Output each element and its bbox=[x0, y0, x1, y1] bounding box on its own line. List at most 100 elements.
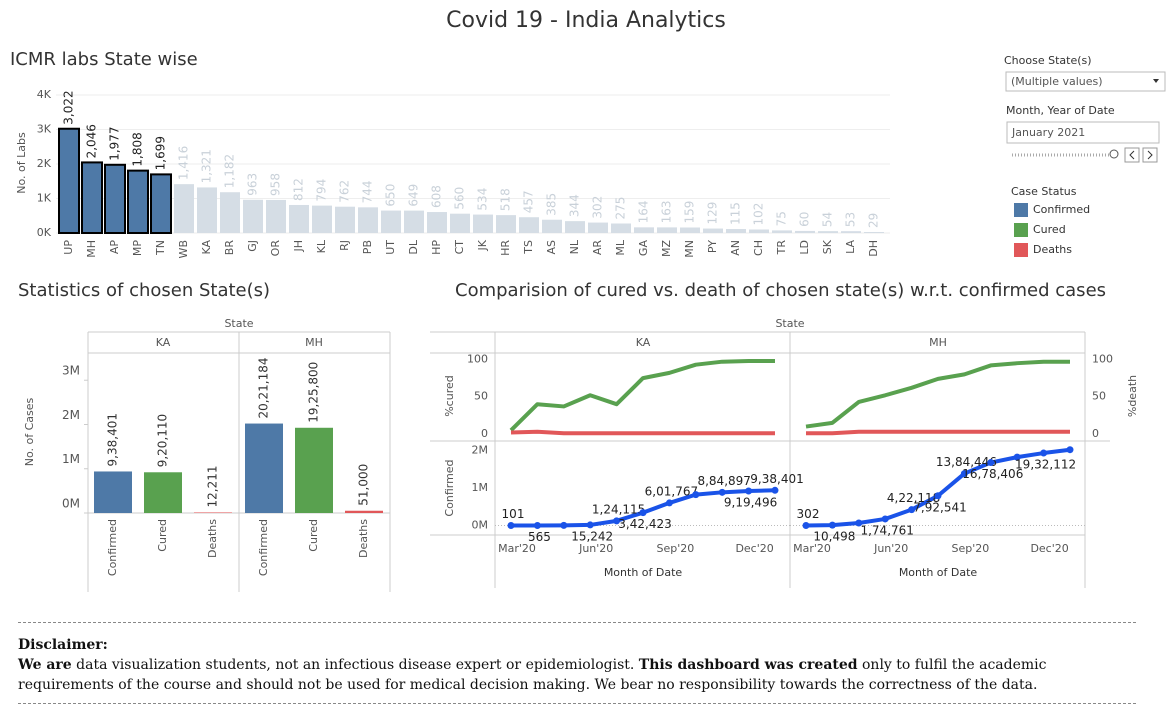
bar bbox=[634, 227, 654, 233]
y2-tick-label: 50 bbox=[1092, 390, 1106, 403]
x-tick-label: JK bbox=[476, 239, 489, 251]
prev-button[interactable] bbox=[1124, 147, 1140, 163]
bar bbox=[104, 163, 126, 234]
x-axis-title: Month of Date bbox=[899, 566, 978, 579]
confirmed-point bbox=[828, 521, 836, 529]
x-tick-label: AP bbox=[108, 240, 121, 255]
next-icon bbox=[1147, 150, 1153, 160]
bar bbox=[150, 173, 172, 235]
value-label: 744 bbox=[361, 180, 375, 203]
confirmed-point bbox=[960, 470, 968, 478]
date-input[interactable] bbox=[1006, 121, 1160, 144]
x-tick-label: MZ bbox=[660, 240, 673, 257]
value-label: 8,84,897 bbox=[697, 474, 750, 488]
bar bbox=[243, 199, 263, 233]
confirmed-point bbox=[802, 521, 810, 529]
bar bbox=[726, 229, 746, 233]
bar bbox=[841, 231, 861, 233]
value-label: 53 bbox=[844, 212, 858, 227]
x-tick-label: MN bbox=[683, 240, 696, 258]
value-label: 385 bbox=[545, 193, 559, 216]
bar bbox=[657, 227, 677, 233]
y2-tick-label: 100 bbox=[1092, 352, 1113, 365]
charts: Covid 19 - India Analytics ICMR labs Sta… bbox=[10, 8, 1166, 592]
bar bbox=[818, 231, 838, 233]
y-axis-title: Confirmed bbox=[443, 459, 456, 516]
value-label: 60 bbox=[798, 212, 812, 227]
y2-axis-title: %death bbox=[1126, 375, 1139, 417]
value-label: 1,182 bbox=[223, 154, 237, 188]
x-tick-label: CH bbox=[752, 240, 765, 256]
value-label: 9,38,401 bbox=[106, 413, 120, 466]
value-label: 51,000 bbox=[357, 464, 371, 506]
bar bbox=[565, 221, 585, 233]
value-label: 3,022 bbox=[62, 90, 76, 124]
value-label: 16,78,406 bbox=[962, 467, 1023, 481]
confirmed-point bbox=[745, 487, 753, 495]
y-tick-label: 0M bbox=[472, 519, 489, 532]
x-tick-label: PB bbox=[361, 240, 374, 254]
x-tick-label: AR bbox=[591, 240, 604, 256]
legend-label: Cured bbox=[1033, 223, 1066, 236]
legend-swatch bbox=[1014, 203, 1028, 217]
value-label: 12,211 bbox=[206, 465, 220, 507]
x-tick-label: HR bbox=[499, 240, 512, 256]
confirmed-point bbox=[692, 491, 700, 499]
y-tick-label: 50 bbox=[474, 390, 488, 403]
x-tick-label: Deaths bbox=[206, 519, 219, 558]
confirmed-point bbox=[665, 499, 673, 507]
y-tick-label: 0M bbox=[62, 497, 80, 511]
x-tick-label: RJ bbox=[338, 240, 351, 251]
value-label: 2,046 bbox=[85, 124, 99, 158]
x-tick-label: Confirmed bbox=[257, 519, 270, 576]
dropdown-arrow[interactable] bbox=[1153, 79, 1159, 83]
value-label: 29 bbox=[867, 213, 881, 228]
value-label: 102 bbox=[752, 203, 766, 226]
bar bbox=[450, 213, 470, 233]
value-label: 812 bbox=[292, 178, 306, 201]
confirmed-point bbox=[1013, 453, 1021, 461]
chart-title: ICMR labs State wise bbox=[10, 49, 198, 70]
death-line bbox=[510, 429, 775, 436]
x-tick-label: KA bbox=[200, 240, 213, 255]
value-label: 275 bbox=[614, 197, 628, 220]
bar bbox=[703, 228, 723, 233]
confirmed-point bbox=[908, 506, 916, 514]
value-label: 15,242 bbox=[571, 529, 613, 543]
bar bbox=[542, 219, 562, 233]
facet-label: KA bbox=[156, 336, 171, 349]
next-button[interactable] bbox=[1142, 147, 1158, 163]
disclaimer-part: We are bbox=[18, 657, 72, 673]
disclaimer-part: data visualization students, not an infe… bbox=[71, 657, 639, 673]
value-label: 20,21,184 bbox=[257, 357, 271, 418]
x-tick-label: KL bbox=[315, 239, 328, 253]
bar bbox=[127, 169, 149, 234]
y-tick-label: 4K bbox=[37, 88, 52, 101]
x-tick-label: WB bbox=[177, 240, 190, 258]
slider-handle[interactable] bbox=[1109, 149, 1119, 159]
bar bbox=[220, 192, 240, 233]
x-tick-label: TN bbox=[154, 240, 167, 256]
cured-line bbox=[509, 358, 775, 432]
y-tick-label: 2K bbox=[37, 157, 52, 170]
bar bbox=[81, 161, 103, 234]
value-label: 608 bbox=[430, 185, 444, 208]
bar bbox=[245, 423, 283, 513]
value-label: 75 bbox=[775, 211, 789, 226]
legend-title: Case Status bbox=[1011, 185, 1077, 198]
bar bbox=[749, 229, 769, 233]
bar bbox=[345, 510, 383, 513]
y-tick-label: 1M bbox=[62, 452, 80, 466]
confirmed-point bbox=[1066, 446, 1074, 454]
x-tick-label: MH bbox=[85, 240, 98, 258]
bar bbox=[864, 231, 884, 233]
disclaimer-text: We are data visualization students, not … bbox=[18, 655, 1136, 695]
x-tick-label: OR bbox=[269, 240, 282, 257]
state-dropdown[interactable] bbox=[1005, 71, 1166, 92]
x-tick-label: Confirmed bbox=[106, 519, 119, 576]
value-label: 518 bbox=[499, 188, 513, 211]
confirmed-point bbox=[855, 519, 863, 527]
bar bbox=[381, 210, 401, 233]
value-label: 1,321 bbox=[200, 149, 214, 183]
